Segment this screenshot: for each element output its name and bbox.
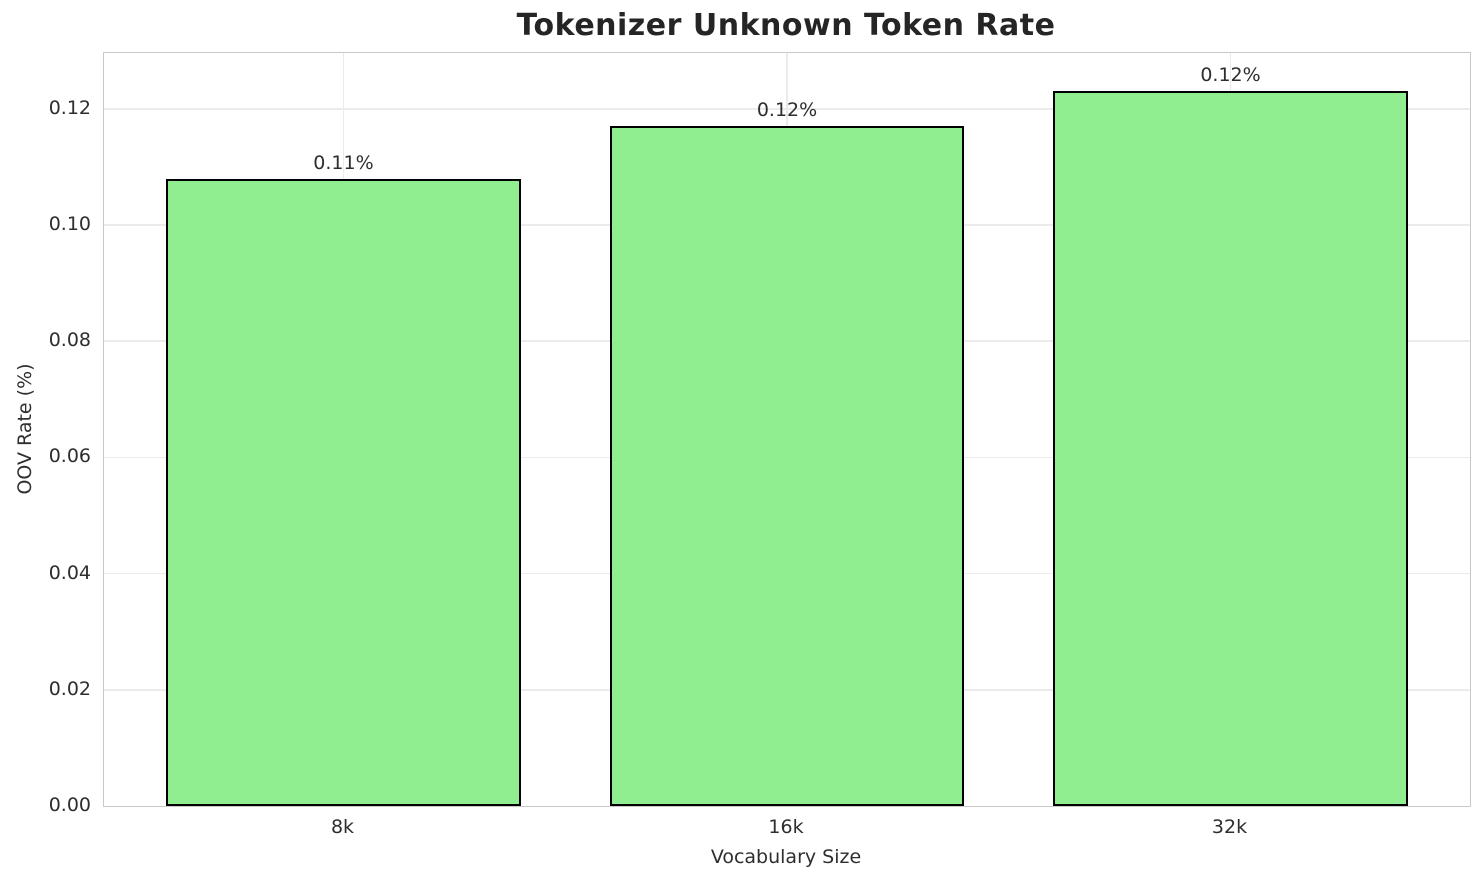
chart-title: Tokenizer Unknown Token Rate — [516, 8, 1056, 43]
bar-8k — [166, 178, 521, 806]
bar-16k — [609, 126, 965, 806]
bar-value-label: 0.12% — [756, 99, 818, 122]
x-tick-label-16k: 16k — [768, 816, 804, 838]
y-tick-label: 0.06 — [48, 445, 91, 468]
x-tick-label-8k: 8k — [330, 816, 355, 838]
x-tick-label-32k: 32k — [1211, 816, 1248, 838]
plot-area: 0.11% 0.12% 0.12% — [103, 52, 1471, 807]
y-tick-label: 0.02 — [48, 677, 91, 700]
y-tick-label: 0.04 — [48, 561, 91, 584]
x-axis-label: Vocabulary Size — [710, 846, 862, 868]
bar-32k — [1053, 91, 1408, 806]
y-tick-label: 0.10 — [48, 212, 91, 235]
y-tick-label: 0.08 — [48, 329, 91, 352]
bar-value-label: 0.12% — [1200, 64, 1261, 87]
y-tick-label: 0.00 — [48, 794, 91, 816]
y-axis-label: OOV Rate (%) — [14, 363, 36, 495]
y-tick-label: 0.12 — [48, 96, 91, 119]
bar-value-label: 0.11% — [313, 151, 374, 174]
